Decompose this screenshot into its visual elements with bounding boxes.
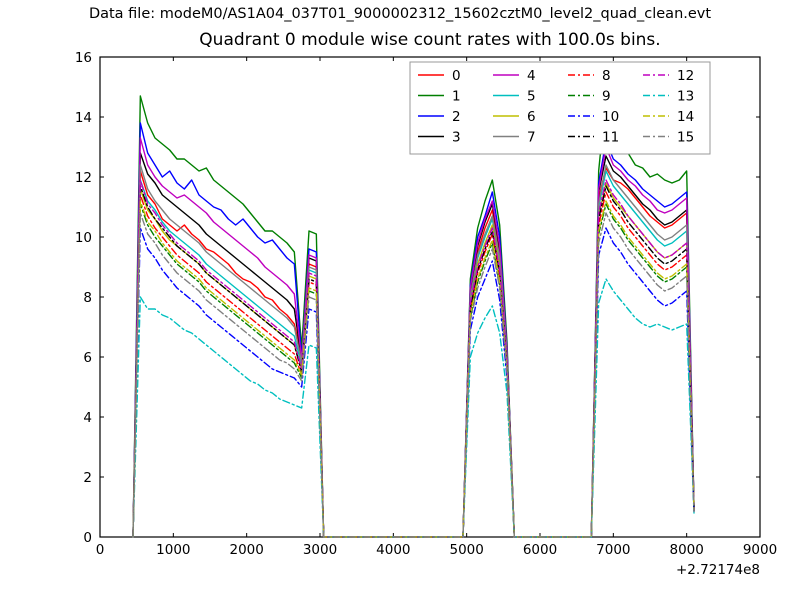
legend-label-12: 12 (677, 68, 694, 84)
series-line-13 (132, 278, 695, 538)
x-tick-label: 8000 (669, 542, 703, 558)
series-line-5 (132, 170, 695, 538)
legend-label-5: 5 (527, 89, 536, 105)
legend-label-14: 14 (677, 109, 694, 125)
y-tick-label: 4 (83, 410, 92, 426)
legend-label-15: 15 (677, 130, 694, 146)
x-tick-label: 0 (96, 542, 105, 558)
legend-label-6: 6 (527, 109, 536, 125)
legend-label-4: 4 (527, 68, 536, 84)
x-tick-label: 3000 (303, 542, 337, 558)
y-tick-label: 6 (83, 350, 92, 366)
x-tick-label: 7000 (596, 542, 630, 558)
series-line-14 (132, 200, 695, 538)
data-series-group (132, 95, 695, 538)
axis-ticks: 0 1000 2000 3000 4000 5000 6000 7000 8000 9000 0 2 4… (75, 50, 777, 558)
series-line-10 (132, 227, 695, 538)
series-line-12 (132, 179, 695, 538)
series-line-4 (132, 137, 695, 538)
y-tick-label: 0 (83, 530, 92, 546)
x-tick-label: 6000 (523, 542, 557, 558)
legend-label-10: 10 (602, 109, 619, 125)
series-line-0 (132, 167, 695, 538)
page-title: Quadrant 0 module wise count rates with … (199, 30, 661, 50)
legend-label-9: 9 (602, 89, 611, 105)
y-tick-label: 10 (75, 230, 92, 246)
x-tick-label: 1000 (156, 542, 190, 558)
series-line-2 (132, 122, 695, 538)
legend-label-3: 3 (452, 130, 461, 146)
legend-label-7: 7 (527, 130, 536, 146)
series-line-8 (132, 191, 695, 538)
legend-label-11: 11 (602, 130, 619, 146)
legend-label-2: 2 (452, 109, 461, 125)
series-line-15 (132, 212, 695, 538)
legend-label-0: 0 (452, 68, 461, 84)
legend-label-8: 8 (602, 68, 611, 84)
y-tick-label: 12 (75, 170, 92, 186)
legend-label-1: 1 (452, 89, 461, 105)
series-line-7 (132, 164, 695, 538)
x-axis-offset-label: +2.72174e8 (675, 562, 760, 578)
series-line-9 (132, 203, 695, 538)
y-tick-label: 14 (75, 110, 92, 126)
x-tick-label: 2000 (229, 542, 263, 558)
x-tick-label: 4000 (376, 542, 410, 558)
data-file-label: Data file: modeM0/AS1A04_037T01_90000023… (88, 6, 712, 22)
series-line-11 (132, 185, 695, 538)
legend-label-13: 13 (677, 89, 694, 105)
series-line-3 (132, 152, 695, 538)
x-tick-label: 9000 (743, 542, 777, 558)
y-tick-label: 2 (83, 470, 92, 486)
series-line-1 (132, 95, 695, 538)
y-tick-label: 8 (83, 290, 92, 306)
x-tick-label: 5000 (449, 542, 483, 558)
y-tick-label: 16 (75, 50, 92, 66)
